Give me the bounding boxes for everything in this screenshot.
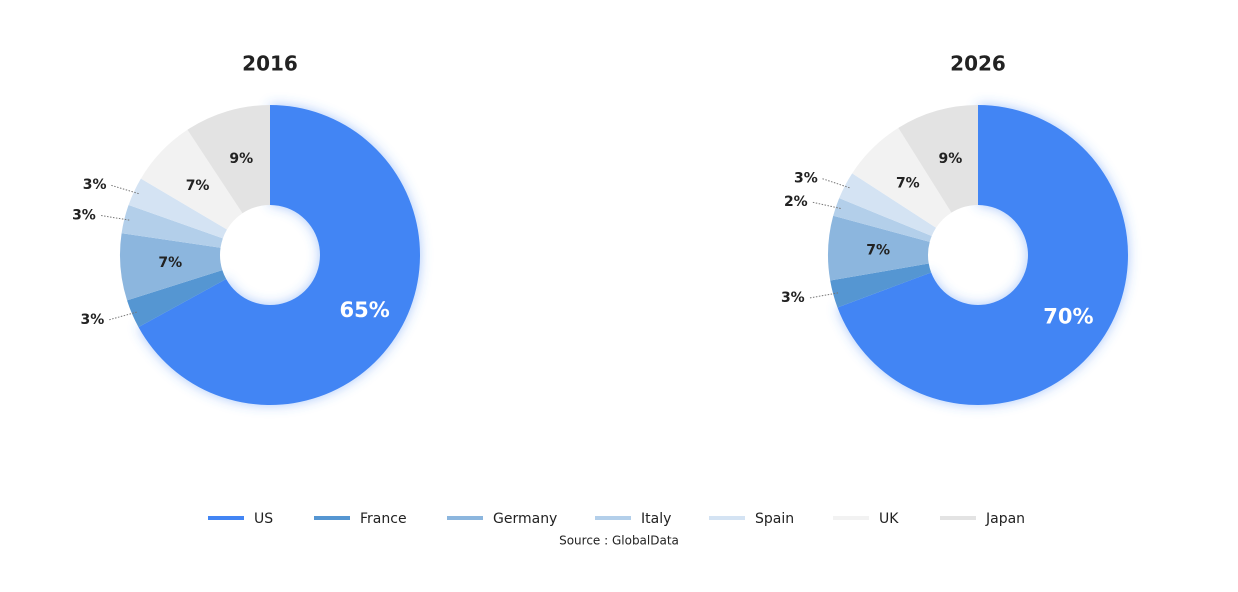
slice (839, 173, 937, 237)
slice (140, 129, 243, 230)
slice (898, 105, 978, 213)
data-label: 9% (938, 151, 962, 167)
legend-label: UK (879, 511, 899, 527)
slices (119, 105, 421, 405)
slice (127, 270, 227, 328)
chart-title: 2016 (242, 52, 298, 76)
leader-line (821, 178, 850, 189)
leader-line (108, 311, 137, 321)
legend-label: France (360, 511, 407, 527)
chart-title: 2026 (950, 52, 1006, 76)
data-label: 2% (784, 194, 808, 210)
slice (828, 215, 930, 281)
slice (187, 105, 270, 214)
data-label: 3% (81, 312, 105, 328)
data-label: 7% (866, 242, 890, 258)
slice (128, 178, 227, 239)
legend-label: US (254, 511, 273, 527)
legend-label: Japan (985, 511, 1025, 527)
slice (837, 105, 1129, 405)
data-label: 9% (229, 151, 253, 167)
data-label: 3% (781, 290, 805, 306)
data-label: 65% (340, 298, 390, 322)
leader-line (110, 184, 139, 195)
legend-label: Italy (641, 511, 671, 527)
slices (828, 105, 1129, 405)
slice (138, 105, 421, 405)
leader-line (99, 214, 130, 221)
data-label: 3% (72, 207, 96, 223)
slice (119, 233, 223, 301)
data-label: 70% (1043, 305, 1093, 329)
legend-label: Spain (755, 511, 794, 527)
leader-line (808, 292, 839, 299)
slice (833, 198, 932, 242)
legend-label: Germany (493, 511, 557, 527)
slice (830, 263, 932, 308)
data-label: 3% (794, 170, 818, 186)
data-label: 3% (83, 177, 107, 193)
slice (852, 127, 952, 228)
data-label: 7% (186, 178, 210, 194)
source: Source : GlobalData (559, 534, 679, 548)
data-label: 7% (896, 176, 920, 192)
slice (121, 204, 223, 248)
leader-line (811, 201, 841, 209)
data-label: 7% (158, 255, 182, 271)
